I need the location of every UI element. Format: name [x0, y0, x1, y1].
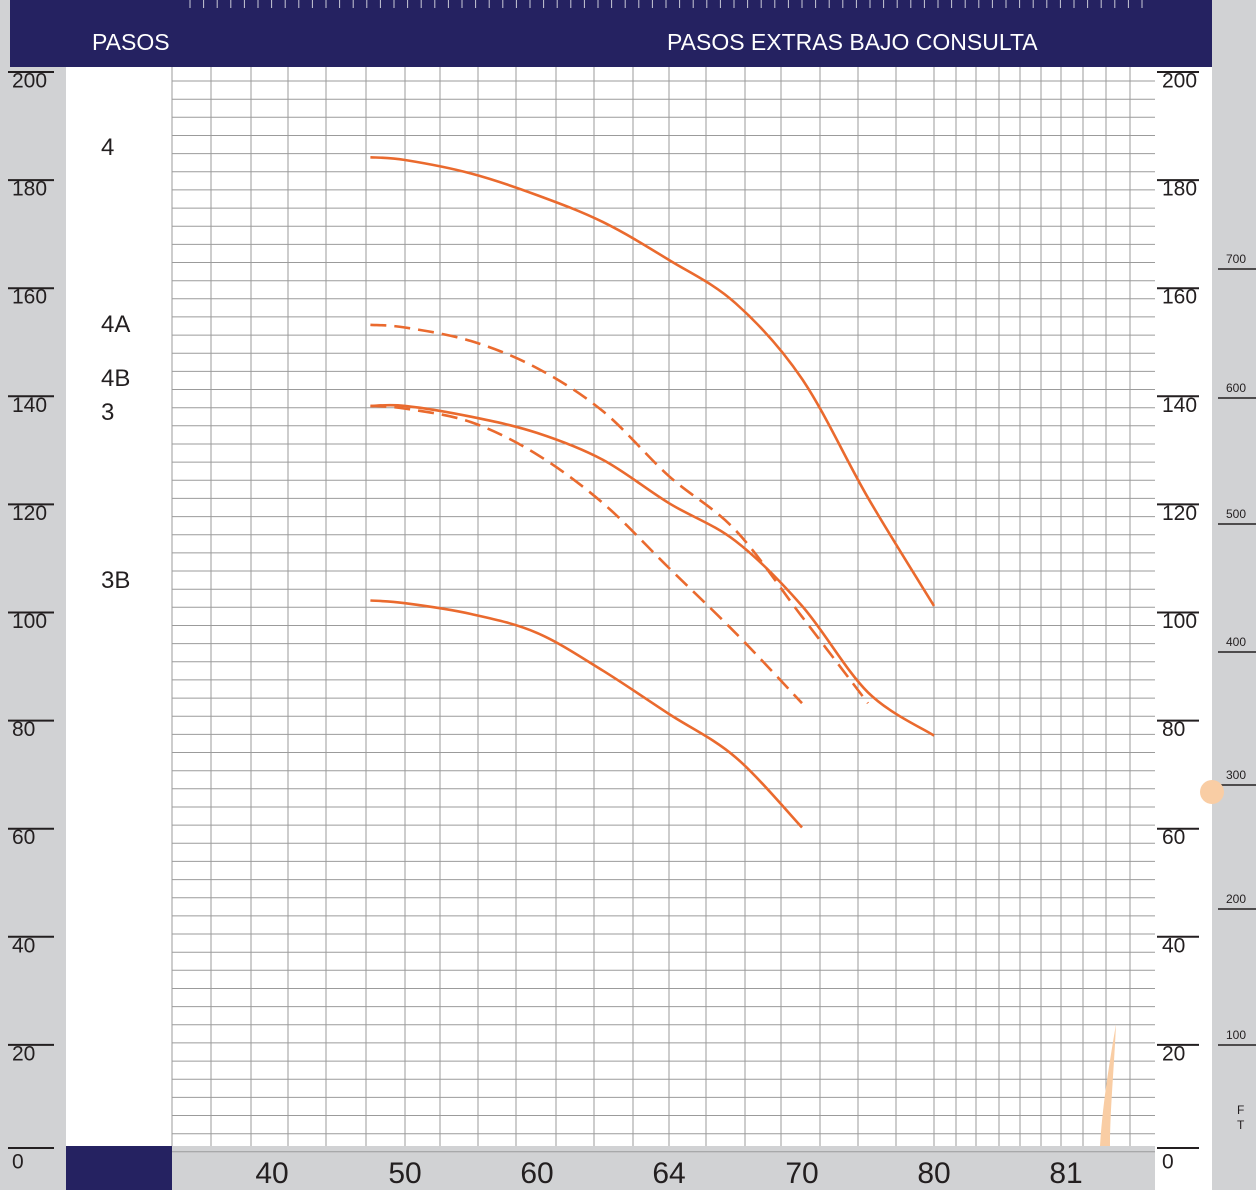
- x-axis-tick-label: 81: [1049, 1157, 1082, 1190]
- far-right-tick-label: 100: [1226, 1028, 1246, 1042]
- series-label-3: 3: [101, 399, 114, 426]
- far-right-tick-label: 400: [1226, 635, 1246, 649]
- left-axis-tick-label: 140: [12, 394, 47, 417]
- x-axis-tick-label: 60: [520, 1157, 553, 1190]
- header-left-edge: [0, 0, 10, 67]
- decorative-blob: [1200, 780, 1224, 804]
- curve-series-4a: [370, 323, 870, 704]
- left-axis-tick-label: 120: [12, 502, 47, 525]
- series-label-4b: 4B: [101, 365, 130, 392]
- header-right-label: PASOS EXTRAS BAJO CONSULTA: [667, 29, 1038, 55]
- left-axis-tick-label: 200: [12, 70, 47, 93]
- right-axis-tick-label: 80: [1162, 718, 1185, 741]
- right-axis-tick-label: 20: [1162, 1042, 1185, 1065]
- right-axis-tick-label: 160: [1162, 286, 1197, 309]
- curve-series-4b: [370, 404, 803, 705]
- far-right-tick-label: 500: [1226, 507, 1246, 521]
- far-right-axis-band: [1212, 67, 1256, 1190]
- right-axis-tick-label: 0: [1162, 1151, 1174, 1174]
- curve-series-3: [370, 403, 935, 737]
- right-axis-tick-label: 200: [1162, 70, 1197, 93]
- left-axis-tick-label: 0: [12, 1151, 24, 1174]
- x-axis-tick-label: 70: [785, 1157, 818, 1190]
- left-axis-tick-label: 180: [12, 178, 47, 201]
- x-axis-tick-label: 80: [917, 1157, 950, 1190]
- series-label-3b: 3B: [101, 567, 130, 594]
- left-axis-tick-label: 40: [12, 934, 35, 957]
- chart-axes: 0 20 40 60 80 100 120 140 160 180 200 0 20 40 60 80 100 1…: [8, 70, 1256, 1190]
- x-axis-tick-label: 50: [388, 1157, 421, 1190]
- right-axis-tick-label: 40: [1162, 934, 1185, 957]
- far-right-unit-letter: T: [1237, 1118, 1245, 1132]
- right-axis-tick-label: 100: [1162, 610, 1197, 633]
- left-axis-tick-label: 160: [12, 286, 47, 309]
- corner-block: [66, 1146, 172, 1190]
- far-right-unit-letter: F: [1237, 1103, 1244, 1117]
- far-right-tick-label: 600: [1226, 381, 1246, 395]
- header-right-edge: [1212, 0, 1256, 67]
- series-labels: 4 4A 4B 3 3B: [101, 134, 130, 594]
- right-axis-tick-label: 120: [1162, 502, 1197, 525]
- far-right-tick-label: 200: [1226, 892, 1246, 906]
- chart-header: PASOS PASOS EXTRAS BAJO CONSULTA: [92, 29, 1038, 55]
- chart-grid: [171, 0, 1155, 1153]
- series-label-4: 4: [101, 134, 114, 161]
- x-axis-tick-label: 40: [255, 1157, 288, 1190]
- x-axis-band: [172, 1146, 1155, 1190]
- left-axis-tick-label: 80: [12, 718, 35, 741]
- right-axis-tick-label: 140: [1162, 394, 1197, 417]
- curve-series-4: [370, 156, 936, 607]
- right-axis-tick-label: 180: [1162, 178, 1197, 201]
- x-axis-tick-label: 64: [652, 1157, 685, 1190]
- header-bar: [0, 0, 1256, 67]
- far-right-tick-label: 700: [1226, 252, 1246, 266]
- series-label-4a: 4A: [101, 311, 130, 338]
- decorative-blob: [1100, 1024, 1116, 1146]
- curve-series-3b: [370, 599, 803, 829]
- left-axis-tick-label: 20: [12, 1042, 35, 1065]
- header-left-label: PASOS: [92, 29, 170, 55]
- far-right-tick-label: 300: [1226, 768, 1246, 782]
- left-axis-band: [0, 67, 66, 1190]
- left-axis-tick-label: 100: [12, 610, 47, 633]
- left-axis-tick-label: 60: [12, 826, 35, 849]
- right-axis-tick-label: 60: [1162, 826, 1185, 849]
- chart-curves: [370, 156, 936, 829]
